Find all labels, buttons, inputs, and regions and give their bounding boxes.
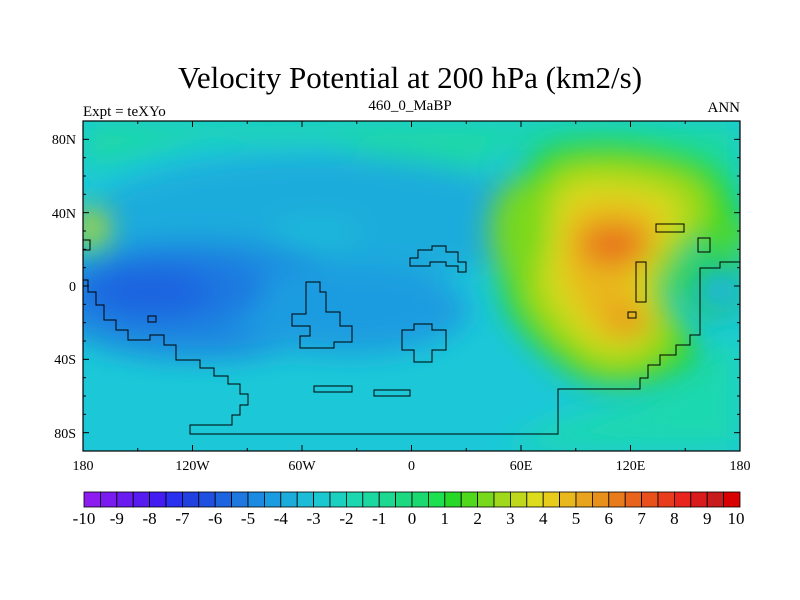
colorbar-label: -3 xyxy=(307,509,321,528)
colorbar-labels: -10 -9 -8 -7 -6 -5 -4 -3 -2 -1 0 1 2 3 4 5 6 7 8 9 10 xyxy=(73,509,745,528)
x-tick-label: 60W xyxy=(288,459,316,474)
coastlines xyxy=(83,223,740,435)
contour-field xyxy=(83,121,740,451)
colorbar-box xyxy=(624,491,643,508)
colorbar-box xyxy=(231,491,249,508)
colorbar-label: -8 xyxy=(143,509,157,528)
colorbar-box xyxy=(378,491,397,508)
colorbar-box xyxy=(280,491,298,508)
colorbar-box xyxy=(116,491,134,508)
colorbar-box xyxy=(132,491,150,508)
colorbar-label: -4 xyxy=(274,509,289,528)
colorbar-box xyxy=(493,491,511,508)
y-axis-labels: 80N 40N 0 40S 80S xyxy=(52,133,76,442)
x-tick-label: 120W xyxy=(175,459,210,474)
colorbar-label: 5 xyxy=(572,509,581,528)
colorbar-box xyxy=(608,491,626,508)
colorbar-box xyxy=(477,491,495,508)
colorbar-box xyxy=(247,491,265,508)
colorbar-label: -10 xyxy=(73,509,96,528)
colorbar-label: -6 xyxy=(208,509,222,528)
colorbar-box xyxy=(362,491,380,508)
map-title: Velocity Potential at 200 hPa (km2/s) xyxy=(178,60,642,95)
colorbar-box xyxy=(509,491,528,508)
season-label: ANN xyxy=(708,100,741,116)
colorbar-box xyxy=(706,491,725,508)
colorbar-label: 10 xyxy=(728,509,745,528)
colorbar-label: -9 xyxy=(110,509,124,528)
colorbar-box xyxy=(100,491,118,508)
colorbar-label: -2 xyxy=(339,509,353,528)
colorbar-label: 3 xyxy=(506,509,515,528)
colorbar-box xyxy=(329,491,347,508)
colorbar-box xyxy=(641,491,659,508)
x-tick-label: 0 xyxy=(408,459,415,474)
colorbar-box xyxy=(559,491,577,508)
colorbar-box xyxy=(395,491,413,508)
colorbar-box xyxy=(526,491,544,508)
colorbar-label: -5 xyxy=(241,509,255,528)
colorbar-label: 7 xyxy=(637,509,646,528)
colorbar-box xyxy=(723,491,741,508)
colorbar-label: 9 xyxy=(703,509,712,528)
colorbar-box xyxy=(296,491,315,508)
colorbar-label: 0 xyxy=(408,509,417,528)
x-tick-label: 120E xyxy=(616,459,646,474)
colorbar-box xyxy=(263,491,282,508)
colorbar-label: 8 xyxy=(670,509,679,528)
colorbar-box xyxy=(83,491,101,508)
y-tick-label: 40S xyxy=(54,353,76,368)
colorbar-box xyxy=(460,491,479,508)
x-tick-label: 60E xyxy=(510,459,533,474)
colorbar-label: 2 xyxy=(473,509,482,528)
period-label: 460_0_MaBP xyxy=(368,98,451,114)
colorbar-box xyxy=(214,491,232,508)
colorbar-label: -1 xyxy=(372,509,386,528)
colorbar-label: 4 xyxy=(539,509,548,528)
x-tick-label: 180 xyxy=(73,459,94,474)
y-tick-label: 80S xyxy=(54,427,76,442)
colorbar-box xyxy=(592,491,610,508)
colorbar-box xyxy=(657,491,675,508)
colorbar-box xyxy=(542,491,561,508)
colorbar-label: 1 xyxy=(441,509,450,528)
colorbar-box xyxy=(427,491,446,508)
colorbar-box xyxy=(575,491,593,508)
y-tick-label: 80N xyxy=(52,133,76,148)
colorbar-box xyxy=(181,491,200,508)
colorbar-box xyxy=(411,491,429,508)
colorbar-label: 6 xyxy=(605,509,614,528)
colorbar-box xyxy=(313,491,331,508)
x-tick-label: 180 xyxy=(730,459,751,474)
colorbar-box xyxy=(198,491,216,508)
y-tick-label: 40N xyxy=(52,207,76,222)
tick-marks xyxy=(82,120,741,452)
colorbar-label: -7 xyxy=(175,509,190,528)
colorbar-box xyxy=(165,491,183,508)
x-axis-labels: 180 120W 60W 0 60E 120E 180 xyxy=(73,459,751,474)
colorbar-box xyxy=(345,491,364,508)
colorbar-box xyxy=(149,491,167,508)
y-tick-label: 0 xyxy=(69,280,76,295)
colorbar xyxy=(83,491,741,508)
colorbar-box xyxy=(444,491,462,508)
experiment-label: Expt = teXYo xyxy=(83,104,166,120)
colorbar-box xyxy=(690,491,708,508)
colorbar-box xyxy=(674,491,692,508)
